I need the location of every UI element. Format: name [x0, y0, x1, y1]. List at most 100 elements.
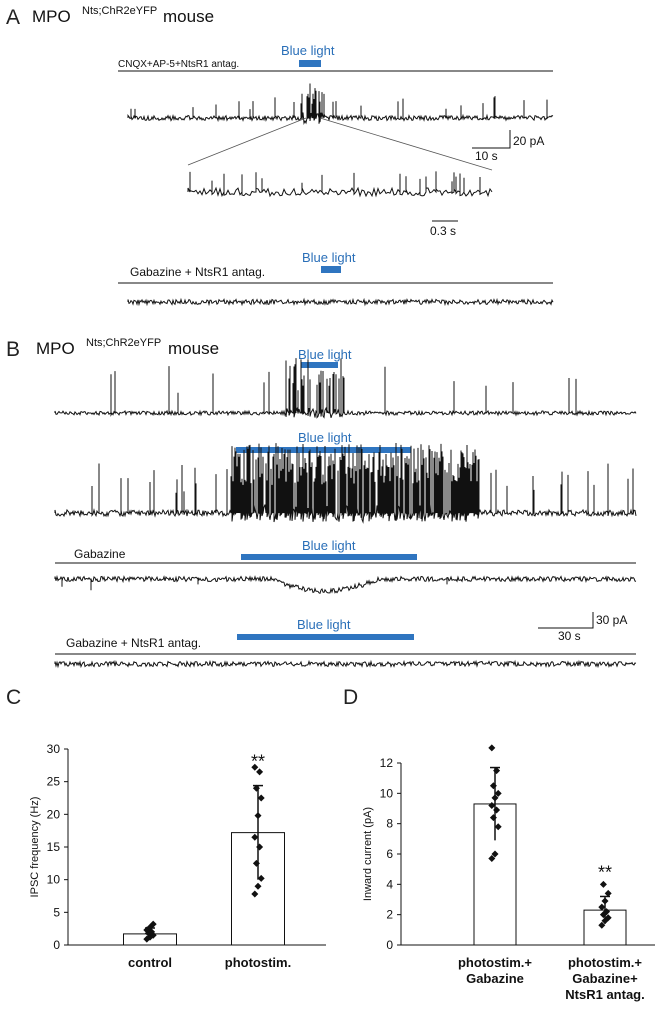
panel-d-category-label-1: Gabazine+: [572, 971, 638, 986]
panel-c-data-point: [254, 812, 262, 820]
panel-d-data-point: [488, 801, 496, 809]
panel-b-title-sup: Nts;ChR2eYFP: [86, 337, 161, 349]
panel-b-light-bar-1: [301, 362, 338, 368]
panel-d-significance-1: **: [598, 862, 612, 882]
panel-d-data-point: [488, 855, 496, 863]
panel-c-data-point: [251, 763, 259, 771]
panel-d-data-point: [604, 914, 612, 922]
panel-d-y-tick-label: 8: [386, 817, 393, 831]
panel-b-light-label-2: Blue light: [298, 430, 352, 445]
panel-a-scale-y: 20 pA: [513, 134, 544, 148]
panel-d-y-axis-label: Inward current (pA): [362, 807, 374, 901]
panel-a-title-sup: Nts;ChR2eYFP: [82, 5, 157, 17]
panel-c-significance-1: **: [251, 752, 265, 772]
panel-b-light-bar-4: [237, 634, 414, 640]
panel-b-condition-4: Gabazine + NtsR1 antag.: [66, 636, 201, 650]
panel-b-trace-3: [54, 574, 637, 594]
panel-b-light-label-4: Blue light: [297, 617, 351, 632]
panel-b-light-label-3: Blue light: [302, 538, 356, 553]
panel-c-y-tick-label: 25: [47, 775, 61, 789]
panel-b-light-label-1: Blue light: [298, 347, 352, 362]
panel-c-y-tick-label: 0: [53, 938, 60, 952]
panel-c-data-point: [256, 768, 264, 776]
panel-b-scale-y: 30 pA: [596, 613, 627, 627]
panel-a-zoom-line-left: [187, 117, 307, 166]
panel-a-trace-1: [127, 83, 554, 125]
panel-b-trace-1: [54, 358, 637, 419]
panel-a-light-bar-2: [321, 266, 341, 273]
panel-d-data-point: [493, 767, 501, 775]
panel-a-scale-bar: [472, 130, 511, 149]
panel-b-trace-4: [54, 659, 637, 669]
panel-b-title-main: MPO: [36, 339, 75, 358]
panel-b-scale-bar: [538, 612, 594, 629]
panel-c-y-tick-label: 30: [47, 742, 61, 756]
panel-a-light-bar-1: [299, 60, 321, 67]
panel-d-data-point: [488, 744, 496, 752]
panel-a-scale-x: 10 s: [475, 149, 498, 163]
panel-d-data-point: [601, 897, 609, 905]
panel-c-y-axis-label: IPSC frequency (Hz): [29, 797, 41, 898]
panel-a-light-label-1: Blue light: [281, 43, 335, 58]
panel-d-data-point: [494, 823, 502, 831]
panel-d-data-point: [598, 903, 606, 911]
panel-a-zoom-line-right: [319, 117, 493, 171]
panel-a-condition-1: CNQX+AP-5+NtsR1 antag.: [118, 59, 239, 70]
panel-c-data-point: [251, 890, 259, 898]
panel-d-data-point: [491, 850, 499, 858]
panel-c-category-label-0: control: [128, 955, 172, 970]
panel-b-letter: B: [6, 338, 20, 361]
panel-b-title-tail: mouse: [168, 339, 219, 358]
panel-a-light-label-2: Blue light: [302, 250, 356, 265]
panel-d-data-point: [489, 782, 497, 790]
panel-d-data-point: [493, 806, 501, 814]
panel-a: A MPO Nts;ChR2eYFP mouse Blue light CNQX…: [6, 5, 554, 307]
panel-b-light-bar-2: [236, 447, 411, 453]
panel-a-title-main: MPO: [32, 7, 71, 26]
panel-c-data-point: [149, 920, 157, 928]
panel-d-y-tick-label: 12: [380, 756, 394, 770]
panel-d-data-point: [598, 921, 606, 929]
panel-d-data-point: [491, 794, 499, 802]
panel-c-chart: 0 5 10 15 20 25 30 IPSC frequency (Hz) control **…: [29, 742, 326, 970]
panel-c-letter: C: [6, 686, 21, 709]
panel-a-title-tail: mouse: [163, 7, 214, 26]
panel-c-data-point: [257, 874, 265, 882]
panel-b: B MPO Nts;ChR2eYFP mouse Blue light Blue…: [6, 337, 637, 669]
panel-d-category-label-0: Gabazine: [466, 971, 524, 986]
panel-c-category-label-1: photostim.: [225, 955, 291, 970]
panel-b-trace-2: [54, 443, 637, 524]
panel-d-category-label-1: photostim.+: [568, 955, 642, 970]
panel-d-y-tick-label: 6: [386, 847, 393, 861]
panel-d-data-point: [489, 814, 497, 822]
panel-d-category-label-1: NtsR1 antag.: [565, 987, 644, 1002]
panel-c-y-tick-label: 10: [47, 873, 61, 887]
panel-d-data-point: [494, 789, 502, 797]
panel-c-data-point: [256, 843, 264, 851]
panel-c-y-tick-label: 20: [47, 807, 61, 821]
panel-d-y-tick-label: 4: [386, 877, 393, 891]
panel-c-data-point: [252, 859, 260, 867]
panel-d-category-label-0: photostim.+: [458, 955, 532, 970]
panel-b-condition-3: Gabazine: [74, 547, 126, 561]
panel-d-data-point: [603, 908, 611, 916]
panel-d-data-point: [604, 889, 612, 897]
panel-d-data-point: [599, 880, 607, 888]
panel-c-data-point: [252, 784, 260, 792]
panel-c-data-point: [257, 794, 265, 802]
panel-d-y-tick-label: 10: [380, 786, 394, 800]
panel-d-bar-1: [583, 909, 627, 946]
panel-c-data-point: [254, 882, 262, 890]
panel-d-y-tick-label: 0: [386, 938, 393, 952]
panel-b-light-bar-3: [241, 554, 417, 560]
panel-d-letter: D: [343, 686, 358, 709]
panel-a-letter: A: [6, 6, 20, 29]
panel-d-y-tick-label: 2: [386, 908, 393, 922]
panel-a-condition-2: Gabazine + NtsR1 antag.: [130, 265, 265, 279]
panel-a-inset-scale-x: 0.3 s: [430, 224, 456, 238]
panel-b-scale-x: 30 s: [558, 629, 581, 643]
panel-c-y-tick-label: 5: [53, 905, 60, 919]
panel-a-inset-trace: [187, 171, 493, 198]
